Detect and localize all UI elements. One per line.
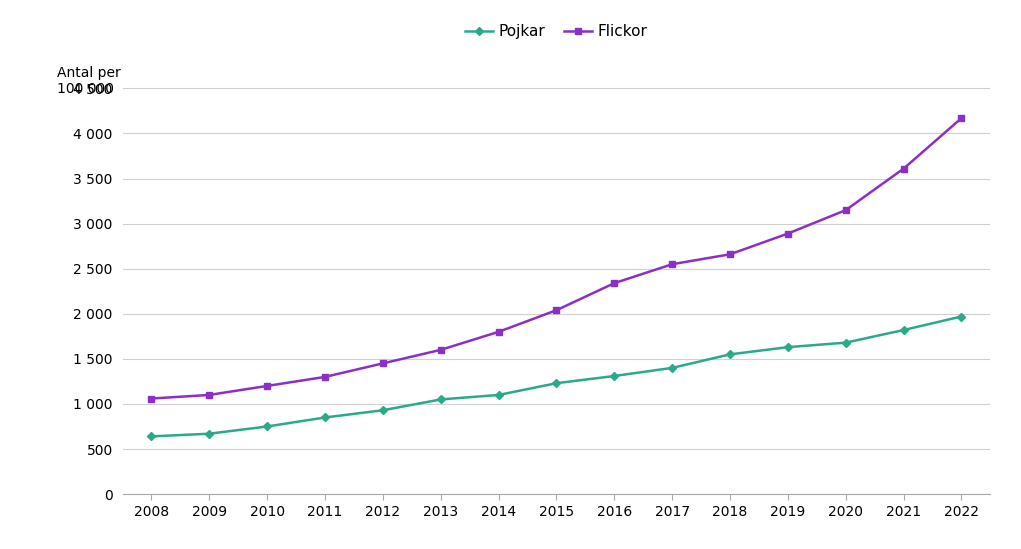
Pojkar [492,391,504,398]
Pojkar [550,380,563,386]
Flickor [609,280,621,287]
Pojkar [203,430,215,437]
Flickor [145,395,157,402]
Flickor [724,251,736,257]
Flickor [435,346,447,353]
Legend: Pojkar, Flickor: Pojkar, Flickor [459,18,653,45]
Pojkar [839,339,852,346]
Pojkar [782,344,794,350]
Pojkar [897,327,910,333]
Flickor [203,391,215,398]
Pojkar [145,433,157,440]
Line: Flickor: Flickor [148,115,965,402]
Flickor [261,383,274,389]
Pojkar [956,313,968,320]
Pojkar [724,351,736,357]
Flickor [782,230,794,237]
Flickor [897,165,910,172]
Line: Pojkar: Pojkar [149,313,964,439]
Flickor [666,261,678,267]
Flickor [550,307,563,313]
Pojkar [377,407,389,413]
Pojkar [261,423,274,430]
Pojkar [666,365,678,371]
Pojkar [435,396,447,403]
Flickor [377,360,389,367]
Text: Antal per
100 000: Antal per 100 000 [57,66,121,96]
Flickor [839,207,852,214]
Flickor [492,328,504,335]
Pojkar [319,414,331,421]
Pojkar [609,373,621,379]
Flickor [956,115,968,121]
Flickor [319,374,331,380]
